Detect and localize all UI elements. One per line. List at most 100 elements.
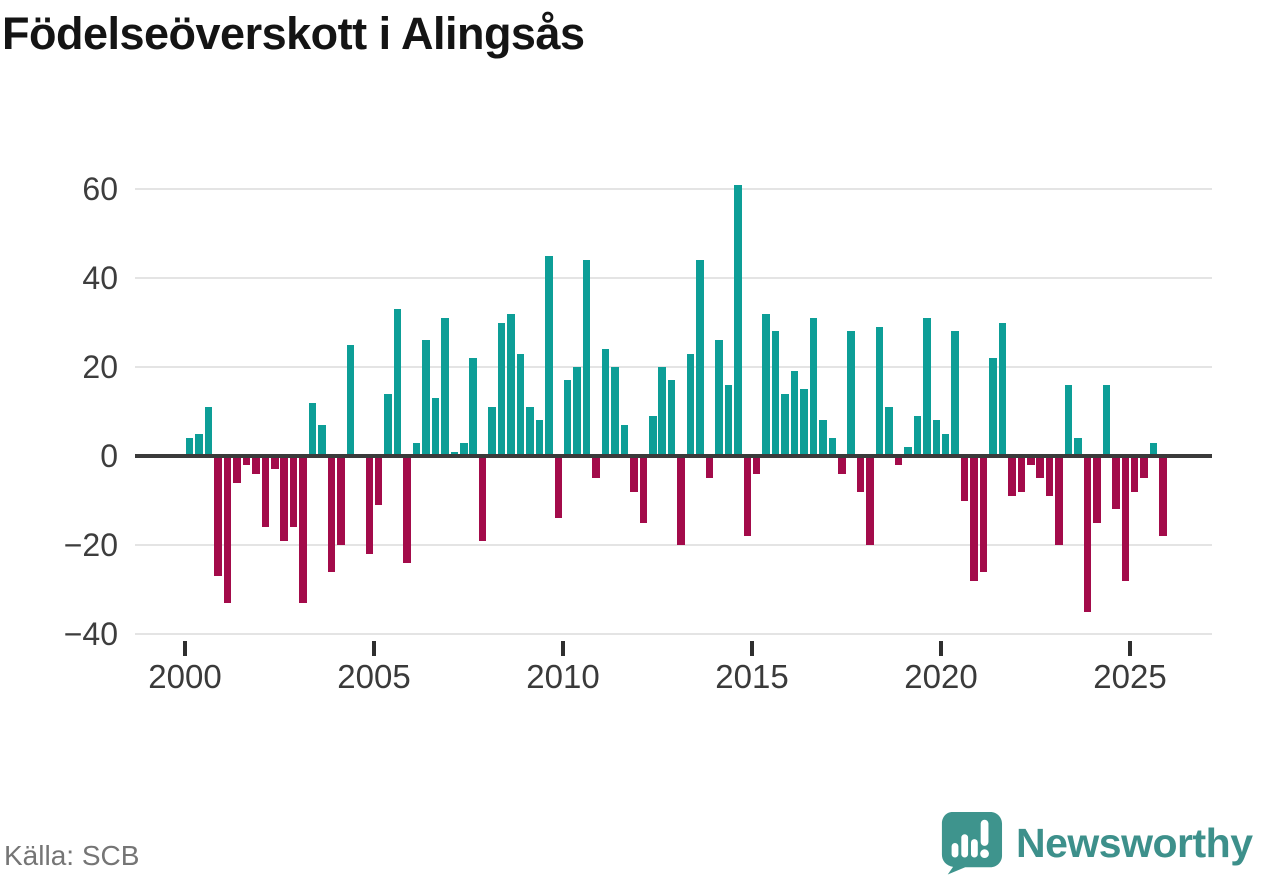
bar-2005-q3 xyxy=(393,309,402,456)
bar-2001-q2 xyxy=(233,456,241,483)
bar-2021-q1 xyxy=(979,456,988,572)
bar-2001-q1 xyxy=(223,456,232,603)
bar-2016-q4 xyxy=(819,420,827,456)
bar-2020-q2 xyxy=(951,331,959,456)
bar-2022-q3 xyxy=(1036,456,1044,479)
newsworthy-bubble-icon xyxy=(941,811,1003,875)
y-axis-label--40: −40 xyxy=(63,616,118,652)
bar-2014-q1 xyxy=(715,340,723,456)
bar-2015-q4 xyxy=(781,393,789,456)
bar-2013-q4 xyxy=(705,456,714,479)
bar-2025-q2 xyxy=(1140,456,1148,479)
bar-2015-q3 xyxy=(771,331,780,456)
bar-2008-q3 xyxy=(507,313,515,456)
bar-2004-q1 xyxy=(337,456,345,545)
bar-2004-q2 xyxy=(346,344,355,456)
bar-2021-q4 xyxy=(1008,456,1016,497)
bar-2003-q4 xyxy=(327,456,336,572)
bar-2016-q1 xyxy=(790,371,799,456)
bar-2023-q1 xyxy=(1055,456,1063,545)
bar-2016-q2 xyxy=(800,389,808,456)
bar-2022-q1 xyxy=(1017,456,1026,492)
bar-2005-q2 xyxy=(384,393,392,456)
bar-2001-q4 xyxy=(252,456,260,474)
x-axis-tick-2005 xyxy=(372,641,376,656)
bar-2013-q3 xyxy=(696,260,704,456)
gridline-y--40 xyxy=(135,633,1212,635)
x-axis-tick-2020 xyxy=(939,641,943,656)
bar-2018-q3 xyxy=(885,407,893,456)
bar-2012-q2 xyxy=(649,415,657,456)
gridline-y-40 xyxy=(135,277,1212,279)
bar-2008-q1 xyxy=(488,407,496,456)
bar-2009-q1 xyxy=(526,407,534,456)
bar-2017-q1 xyxy=(828,438,837,456)
y-axis-label-20: 20 xyxy=(82,349,118,385)
bar-2020-q4 xyxy=(970,456,978,581)
bar-2005-q4 xyxy=(403,456,411,563)
bar-2000-q4 xyxy=(214,456,222,577)
bar-2012-q3 xyxy=(658,367,666,456)
bar-2013-q1 xyxy=(677,456,685,545)
y-axis-label-0: 0 xyxy=(100,438,118,474)
bar-2023-q2 xyxy=(1064,384,1073,456)
bar-2006-q1 xyxy=(412,442,421,456)
bar-2002-q3 xyxy=(280,456,288,541)
bar-2023-q3 xyxy=(1074,438,1082,456)
bar-2007-q1 xyxy=(450,451,459,456)
bar-2012-q1 xyxy=(639,456,648,523)
bar-2011-q1 xyxy=(601,349,610,456)
bar-2014-q2 xyxy=(724,384,733,456)
bar-2019-q4 xyxy=(932,420,941,456)
x-axis-label-2000: 2000 xyxy=(148,658,222,695)
bar-2020-q1 xyxy=(941,433,950,456)
bar-2002-q4 xyxy=(289,456,298,528)
bar-2010-q3 xyxy=(582,260,591,456)
bar-2009-q4 xyxy=(554,456,563,519)
gridline-y-60 xyxy=(135,188,1212,190)
newsworthy-logo: Newsworthy xyxy=(938,810,1260,876)
bar-2020-q3 xyxy=(960,456,969,501)
bar-2011-q3 xyxy=(620,424,629,456)
bar-2017-q4 xyxy=(856,456,865,492)
bar-2016-q3 xyxy=(809,318,818,456)
bar-2015-q2 xyxy=(762,313,770,456)
bar-2018-q2 xyxy=(875,326,884,456)
bar-2001-q3 xyxy=(242,456,251,465)
newsworthy-wordmark: Newsworthy xyxy=(1016,820,1253,866)
bar-2007-q2 xyxy=(460,442,468,456)
bar-2005-q1 xyxy=(374,456,383,505)
bar-2024-q3 xyxy=(1112,456,1120,510)
bar-2009-q2 xyxy=(535,420,544,456)
bar-2004-q4 xyxy=(365,456,374,554)
bar-2017-q3 xyxy=(847,331,855,456)
x-axis-label-2020: 2020 xyxy=(904,658,978,695)
bar-2019-q2 xyxy=(913,415,922,456)
bar-2018-q1 xyxy=(866,456,874,545)
bar-2006-q2 xyxy=(422,340,430,456)
x-axis-tick-2025 xyxy=(1128,641,1132,656)
bar-2011-q2 xyxy=(611,367,619,456)
bar-2022-q2 xyxy=(1027,456,1035,465)
x-axis-zero-line xyxy=(135,454,1212,458)
bar-2009-q3 xyxy=(545,255,553,456)
bar-2018-q4 xyxy=(894,456,903,465)
chart-title: Födelseöverskott i Alingsås xyxy=(2,8,585,59)
gridline-y--20 xyxy=(135,544,1212,546)
bar-2019-q1 xyxy=(904,447,912,456)
bar-2003-q1 xyxy=(299,456,307,603)
bar-2010-q4 xyxy=(592,456,600,479)
x-axis-tick-2010 xyxy=(561,641,565,656)
bar-2000-q3 xyxy=(204,407,213,456)
bar-2025-q1 xyxy=(1130,456,1139,492)
bar-2006-q3 xyxy=(431,398,440,456)
y-axis-label-40: 40 xyxy=(82,260,118,296)
bar-2021-q3 xyxy=(998,322,1007,456)
x-axis-label-2010: 2010 xyxy=(526,658,600,695)
bar-2021-q2 xyxy=(989,358,997,456)
bar-2025-q3 xyxy=(1149,442,1158,456)
bar-2000-q1 xyxy=(185,438,194,456)
bar-2017-q2 xyxy=(838,456,846,474)
bar-2024-q1 xyxy=(1093,456,1101,523)
